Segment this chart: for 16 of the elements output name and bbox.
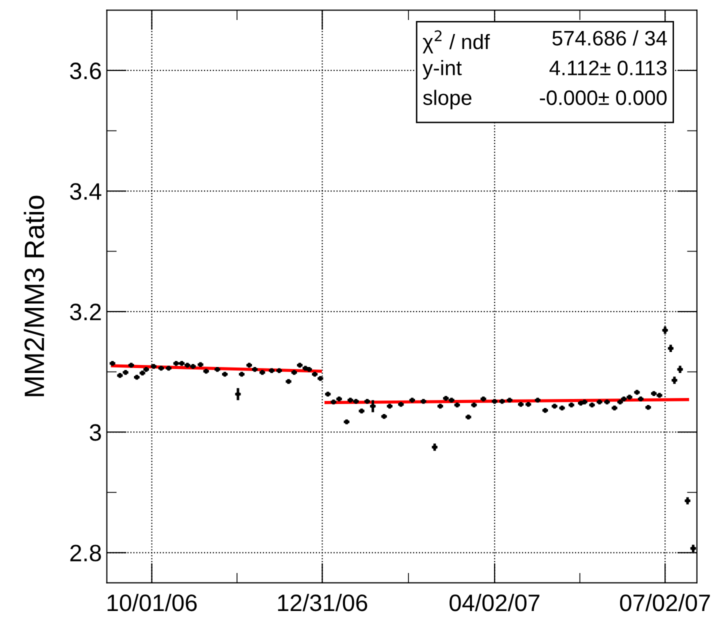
x-tick-label: 10/01/06 — [108, 594, 197, 612]
annotation: slope — [423, 90, 472, 110]
x-tick-label: 04/02/07 — [450, 594, 540, 612]
x-tick-label: 12/31/06 — [278, 594, 368, 612]
annotation: -0.000± 0.000 — [540, 90, 667, 106]
annotation: y-int — [422, 60, 462, 80]
annotation: 4.112± 0.113 — [549, 60, 667, 76]
annotation: χ$^{2}$ / ndf — [422, 30, 490, 54]
y-tick-label: 3.6 — [70, 62, 101, 80]
y-axis-title: MM2/MM3 Ratio — [24, 196, 44, 396]
y-tick-label: 3 — [90, 424, 101, 441]
annotation: 574.686 / 34 — [552, 30, 667, 46]
x-tick-label: 07/02/07 — [620, 594, 710, 612]
y-tick-label: 3.4 — [70, 183, 102, 200]
y-tick-label: 3.2 — [70, 304, 101, 320]
y-tick-label: 2.8 — [70, 544, 101, 562]
